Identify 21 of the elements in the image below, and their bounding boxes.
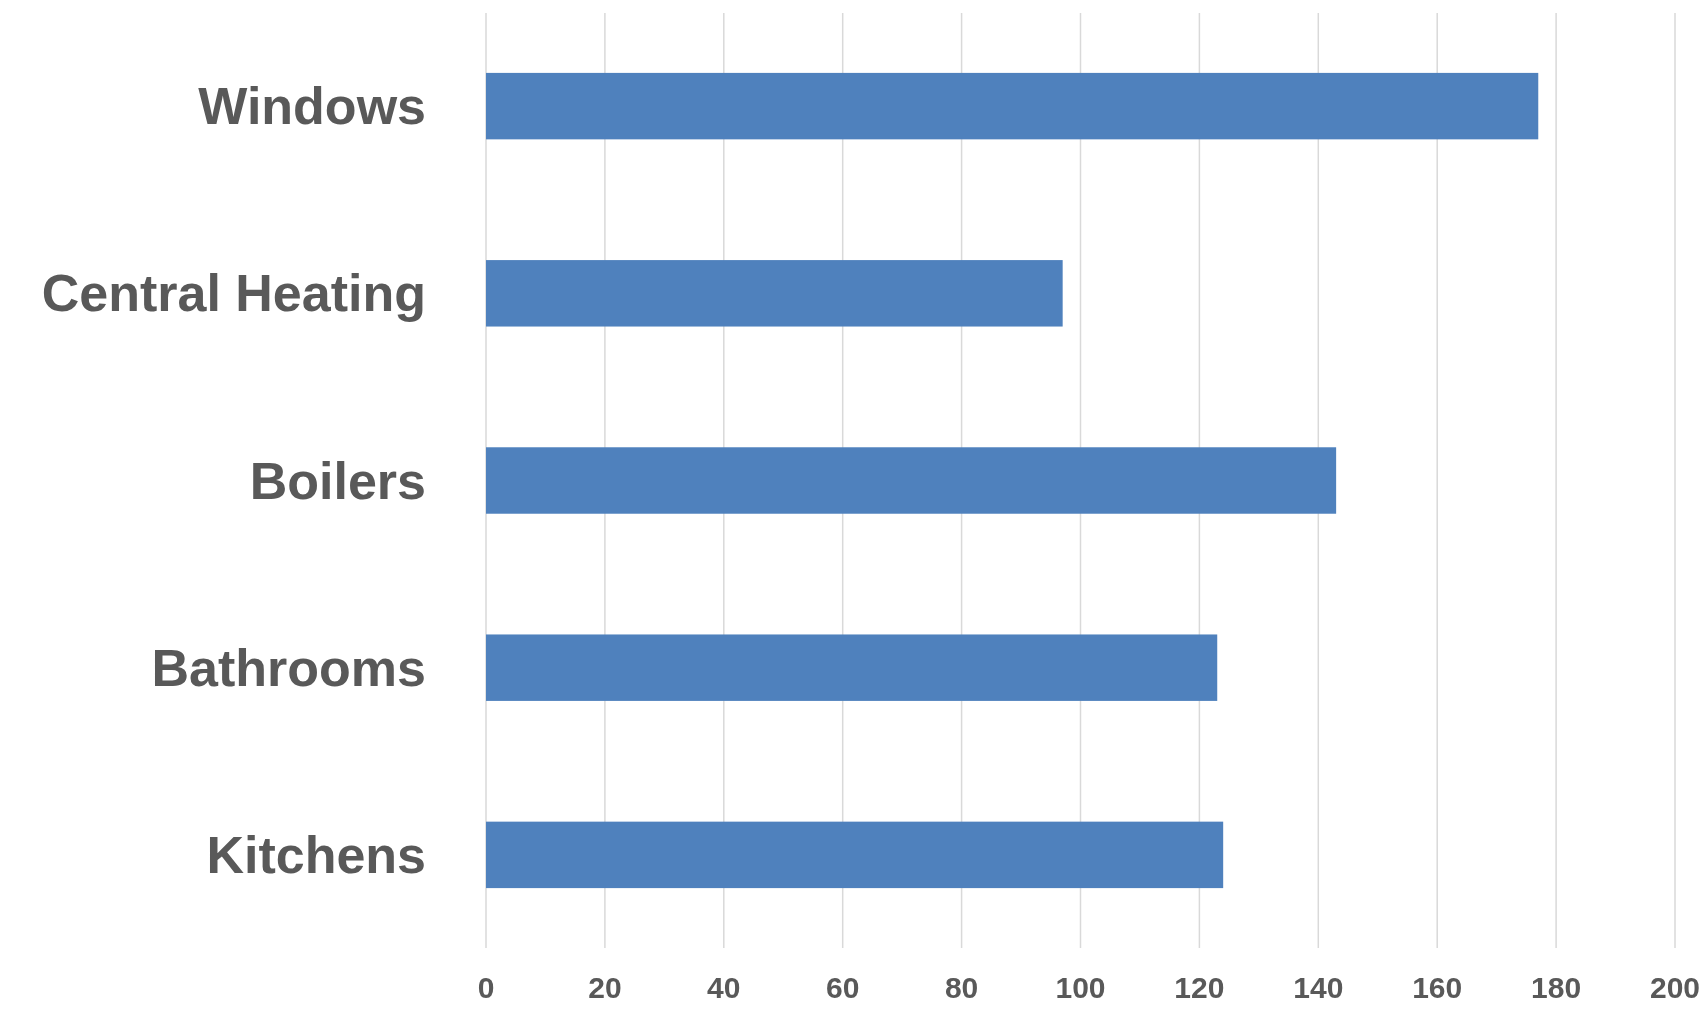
x-tick-label: 200 xyxy=(1649,971,1701,1004)
x-tick-label: 80 xyxy=(944,971,979,1004)
x-tick-label: 100 xyxy=(1055,971,1106,1004)
x-tick-label: 120 xyxy=(1174,971,1225,1004)
x-tick-label: 40 xyxy=(707,971,741,1004)
bar xyxy=(486,821,1224,889)
bar xyxy=(486,447,1337,514)
bar xyxy=(486,260,1063,327)
y-tick-label: Boilers xyxy=(249,451,426,510)
y-tick-label: Kitchens xyxy=(206,825,426,884)
x-tick-label: 180 xyxy=(1531,971,1582,1004)
y-tick-label: Windows xyxy=(198,77,426,136)
x-tick-label: 160 xyxy=(1412,971,1463,1004)
bar xyxy=(486,634,1218,701)
y-tick-label: Bathrooms xyxy=(151,638,426,697)
x-tick-label: 140 xyxy=(1293,971,1344,1004)
x-tick-label: 0 xyxy=(477,971,495,1004)
bar xyxy=(486,72,1539,140)
x-tick-label: 60 xyxy=(826,971,860,1004)
y-tick-label: Central Heating xyxy=(41,264,426,323)
x-tick-label: 20 xyxy=(588,971,622,1004)
